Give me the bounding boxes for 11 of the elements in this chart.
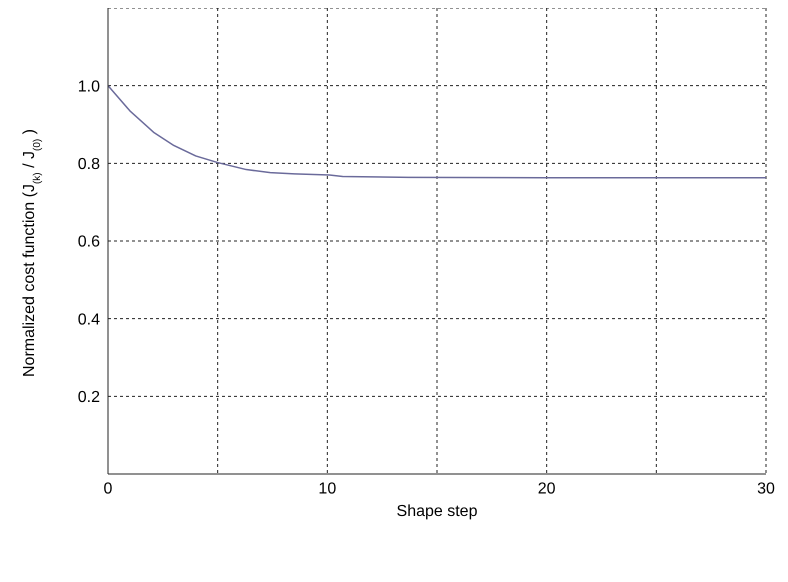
y-tick-label: 1.0 (78, 78, 100, 96)
x-tick-label: 30 (757, 480, 775, 498)
line-series (108, 84, 766, 178)
x-tick-label: 20 (538, 480, 556, 498)
y-tick-label: 0.4 (78, 311, 100, 328)
x-axis-title: Shape step (396, 503, 478, 520)
y-tick-label: 0.6 (78, 234, 100, 251)
y-tick-label: 0.8 (78, 156, 100, 174)
x-tick-label: 0 (104, 480, 113, 498)
x-tick-label: 10 (318, 480, 336, 498)
y-tick-label: 0.2 (78, 389, 100, 406)
